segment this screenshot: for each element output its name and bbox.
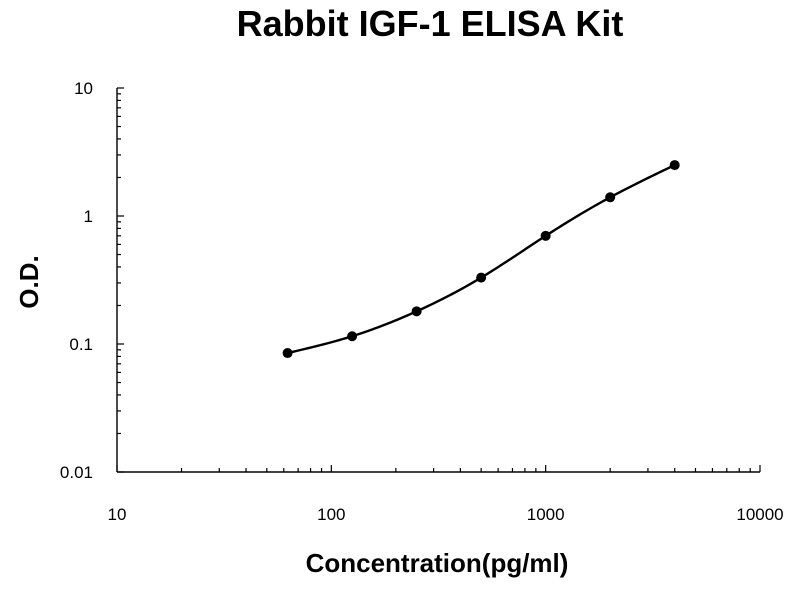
data-point: [282, 348, 293, 359]
data-point: [476, 272, 487, 283]
axes: 0.01 0.1 1 10 10 100 1000 10000: [60, 79, 784, 524]
data-point: [347, 331, 358, 342]
data-point: [411, 306, 422, 317]
y-tick-label: 10: [74, 79, 93, 98]
x-axis-label: Concentration(pg/ml): [306, 548, 569, 578]
x-tick-label: 100: [317, 505, 345, 524]
y-tick-label: 0.01: [60, 463, 93, 482]
fit-curve: [287, 163, 676, 355]
data-point: [669, 160, 680, 171]
y-tick-label: 1: [84, 207, 93, 226]
x-tick-label: 10: [108, 505, 127, 524]
y-axis-label: O.D.: [14, 255, 44, 308]
series-layer: [282, 160, 680, 359]
data-point: [605, 192, 616, 203]
x-tick-label: 1000: [527, 505, 565, 524]
chart-title: Rabbit IGF-1 ELISA Kit: [237, 3, 624, 44]
y-tick-label: 0.1: [69, 335, 93, 354]
data-point: [540, 230, 551, 241]
x-tick-label: 10000: [736, 505, 783, 524]
